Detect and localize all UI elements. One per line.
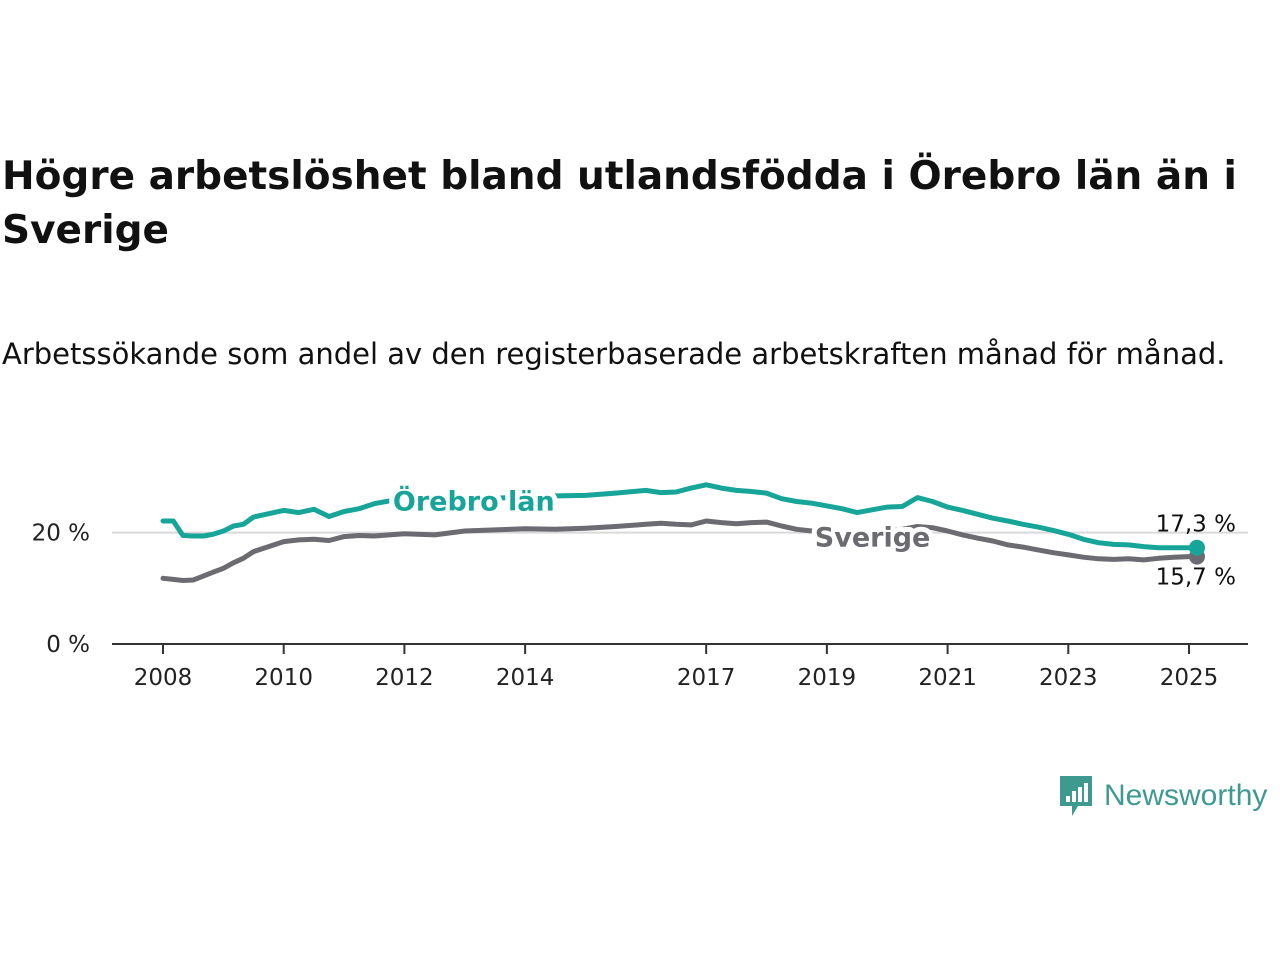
x-tick-label: 2019 xyxy=(798,665,857,691)
series-line-sverige xyxy=(160,518,1192,583)
chart-title: Högre arbetslöshet bland utlandsfödda i … xyxy=(2,154,1237,253)
x-tick-label: 2017 xyxy=(677,665,736,691)
x-axis: 2008 2010 2012 2014 2017 2019 2021 2023 2025 xyxy=(112,643,1248,691)
end-marker-orebro-lan xyxy=(1189,539,1205,556)
series-label-orebro-lan: Örebro län xyxy=(393,485,555,518)
y-tick-label: 20 % xyxy=(32,521,90,547)
x-tick-label: 2010 xyxy=(254,665,313,691)
x-tick-label: 2023 xyxy=(1039,665,1098,691)
end-label-sverige: 15,7 % xyxy=(1156,565,1236,591)
end-label-orebro-lan: 17,3 % xyxy=(1156,512,1236,538)
chart-subtitle: Arbetssökande som andel av den registerb… xyxy=(2,337,1226,371)
y-axis: 0 % 20 % xyxy=(32,521,90,658)
brand-name: Newsworthy xyxy=(1104,779,1268,812)
newsworthy-logo: Newsworthy xyxy=(1058,772,1267,820)
x-tick-label: 2025 xyxy=(1160,665,1219,691)
series-labels: Örebro län Sverige 17,3 % 15,7 % xyxy=(388,480,1236,591)
x-tick-label: 2012 xyxy=(375,665,434,691)
line-chart: 0 % 20 % 2008 2010 2012 2014 2017 2019 2021 2023… xyxy=(32,480,1248,691)
x-tick-label: 2014 xyxy=(496,665,555,691)
x-tick-label: 2008 xyxy=(134,665,193,691)
series-line-orebro-lan xyxy=(160,482,1192,551)
newsworthy-logo-icon xyxy=(1060,776,1092,816)
series-lines xyxy=(160,482,1205,583)
series-label-sverige: Sverige xyxy=(815,523,931,554)
y-tick-label: 0 % xyxy=(46,632,90,658)
x-tick-label: 2021 xyxy=(918,665,977,691)
